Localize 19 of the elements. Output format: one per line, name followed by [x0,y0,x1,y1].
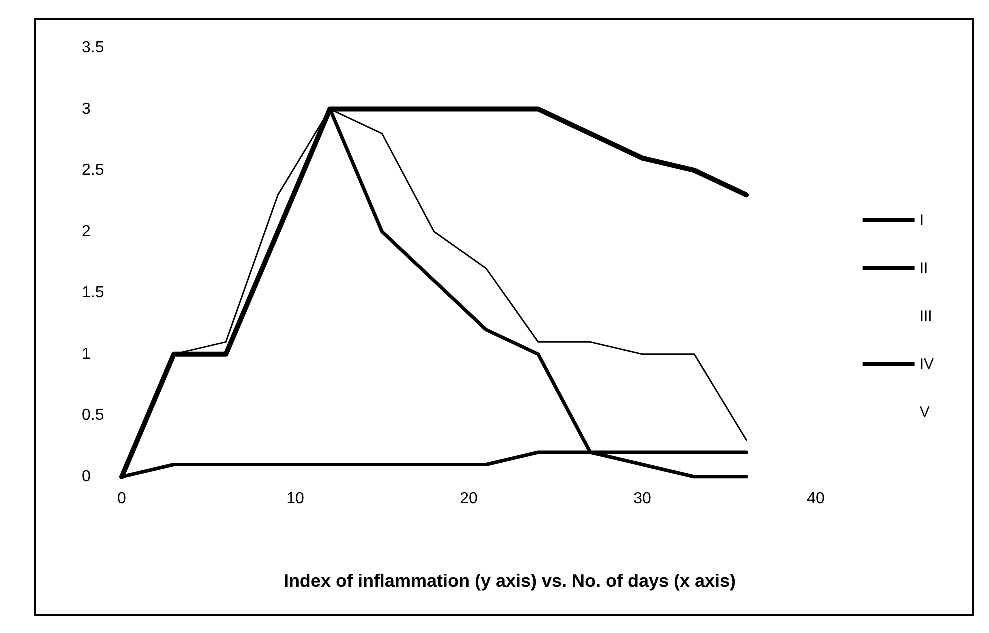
y-tick-label: 3.5 [82,40,104,56]
y-tick-label: 0 [82,468,91,486]
x-tick-label: 30 [634,490,652,508]
legend-label: I [920,212,924,229]
legend-label: IV [920,356,934,373]
text: V [920,404,930,421]
x-tick-label: 40 [807,490,825,508]
y-tick-label: 1 [82,346,91,363]
y-tick-label: 3 [82,100,91,118]
y-tick-label: 2.5 [82,162,104,180]
x-tick-label: 0 [118,490,127,508]
x-tick-label: 20 [460,490,478,508]
y-tick-label: 1.5 [82,284,104,302]
legend-label: II [920,260,928,277]
text: III [920,308,932,325]
y-tick-label: 2 [82,223,91,240]
text: Index of inflammation (y axis) vs. No. of days (x axis) [284,571,736,591]
x-tick-label: 10 [286,490,304,508]
y-tick-label: 0.5 [82,407,104,424]
